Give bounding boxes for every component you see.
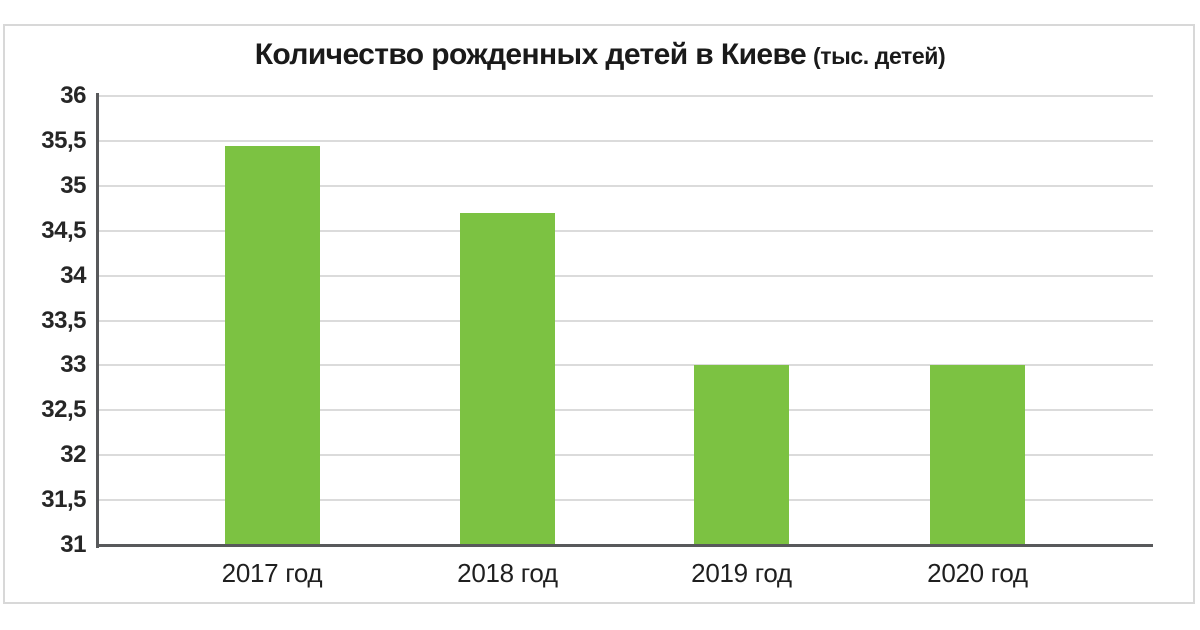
y-tick-label-31: 31 [60, 531, 86, 558]
bar-2017 [224, 146, 320, 545]
x-tick-label-2019: 2019 год [691, 558, 792, 588]
gridline-y-34,5 [98, 229, 1153, 232]
y-tick-label-33,5: 33,5 [41, 306, 86, 334]
gridline-y-32 [98, 454, 1153, 457]
y-tick-label-35,5: 35,5 [41, 126, 86, 154]
bar-2020 [930, 365, 1025, 545]
gridline-y-36 [98, 95, 1153, 97]
x-tick-label-2020: 2020 год [927, 558, 1028, 588]
bar-2019 [694, 365, 789, 545]
gridline-y-35 [98, 184, 1153, 187]
y-tick-label-36: 36 [60, 82, 86, 109]
bar-2018 [460, 212, 555, 545]
x-tick-label-2017: 2017 год [221, 558, 323, 588]
y-tick-label-35: 35 [60, 171, 86, 199]
chart-title: Количество рожденных детей в Киеве (тыс. … [0, 38, 1200, 72]
y-tick-label-32,5: 32,5 [41, 396, 86, 424]
plot-area [96, 93, 1153, 548]
y-tick-label-31,5: 31,5 [41, 486, 86, 514]
gridline-y-35,5 [98, 139, 1153, 142]
x-axis-line [96, 544, 1153, 547]
gridline-y-32,5 [98, 409, 1153, 412]
chart-title-text: Количество рожденных детей в Киеве [254, 38, 807, 71]
y-tick-label-33: 33 [60, 351, 86, 379]
gridline-y-33 [98, 364, 1153, 367]
y-axis-line [96, 93, 99, 548]
y-tick-label-34: 34 [60, 261, 86, 289]
y-tick-label-34,5: 34,5 [41, 216, 86, 244]
y-tick-label-32: 32 [60, 441, 86, 469]
gridline-y-31,5 [98, 499, 1153, 502]
gridline-y-33,5 [98, 319, 1153, 322]
x-tick-label-2018: 2018 год [457, 558, 558, 588]
gridline-y-34 [98, 274, 1153, 277]
chart-title-units: (тыс. детей) [813, 43, 946, 69]
